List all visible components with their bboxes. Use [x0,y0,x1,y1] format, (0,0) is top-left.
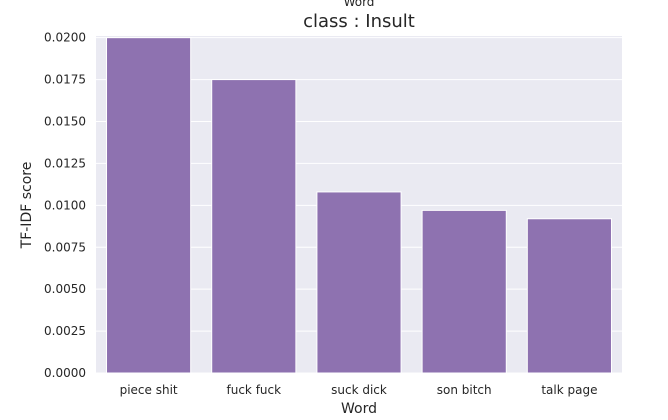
chart-title: class : Insult [303,11,415,32]
y-tick-label: 0.0000 [44,366,86,380]
y-axis-label: TF-IDF score [19,162,35,250]
bars [106,37,612,374]
bar [526,218,612,374]
x-tick-label: suck dick [331,383,387,397]
y-tick-label: 0.0075 [44,240,86,254]
bar [316,191,402,374]
x-tick-label: piece shit [120,383,178,397]
y-tick-label: 0.0100 [44,198,86,212]
x-tick-label: talk page [541,383,597,397]
x-axis-label: Word [341,401,377,417]
clipped-header-text: Word [344,0,375,9]
y-tick-label: 0.0125 [44,156,86,170]
bar [211,79,297,374]
y-tick-label: 0.0175 [44,73,86,87]
x-tick-label: son bitch [437,383,492,397]
y-tick-label: 0.0050 [44,282,86,296]
y-tick-labels: 0.0000 0.0025 0.0050 0.0075 0.0100 0.0125 0.01… [44,31,86,380]
x-tick-labels: piece shit fuck fuck suck dick son bitch tal… [120,383,598,397]
bar [421,209,507,374]
y-tick-label: 0.0025 [44,324,86,338]
bar [106,37,192,374]
y-tick-label: 0.0150 [44,115,86,129]
x-tick-label: fuck fuck [227,383,282,397]
y-tick-label: 0.0200 [44,31,86,45]
